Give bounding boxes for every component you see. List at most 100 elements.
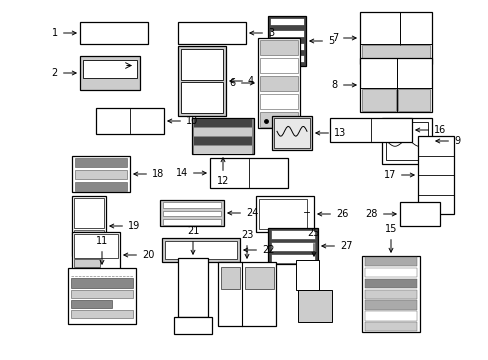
Bar xyxy=(295,260,319,290)
Bar xyxy=(269,55,304,62)
Bar xyxy=(297,290,331,322)
Bar xyxy=(270,254,314,263)
Bar xyxy=(259,199,306,229)
Text: 1: 1 xyxy=(52,28,76,38)
Text: 9: 9 xyxy=(435,136,459,146)
Bar xyxy=(74,198,104,228)
Bar xyxy=(364,268,416,277)
Bar xyxy=(72,196,106,256)
Bar xyxy=(74,230,104,252)
Bar xyxy=(364,257,416,266)
Text: 25: 25 xyxy=(307,228,320,256)
Bar xyxy=(269,18,304,25)
Bar xyxy=(160,200,224,226)
Bar xyxy=(72,156,130,192)
Bar xyxy=(75,158,127,167)
Bar xyxy=(181,49,223,80)
Bar xyxy=(221,267,240,289)
Text: 6: 6 xyxy=(229,78,254,88)
Text: 12: 12 xyxy=(216,158,229,186)
Bar xyxy=(364,311,416,321)
Bar xyxy=(381,118,431,164)
Circle shape xyxy=(298,207,308,217)
Text: 27: 27 xyxy=(321,241,352,251)
Circle shape xyxy=(221,303,230,313)
Bar xyxy=(267,16,305,66)
Text: 15: 15 xyxy=(384,224,396,252)
Bar xyxy=(164,241,237,259)
Text: 22: 22 xyxy=(244,245,274,255)
Bar xyxy=(359,58,431,112)
Bar xyxy=(163,211,221,216)
Bar xyxy=(258,38,299,128)
Text: 10: 10 xyxy=(167,116,198,126)
Bar xyxy=(74,268,93,276)
Bar xyxy=(194,119,251,126)
Bar xyxy=(194,146,251,153)
Text: 28: 28 xyxy=(365,209,395,219)
Bar xyxy=(178,46,225,116)
Bar xyxy=(71,300,112,308)
Text: 13: 13 xyxy=(315,128,346,138)
Bar xyxy=(271,116,311,150)
Bar xyxy=(417,136,453,214)
Bar xyxy=(364,279,416,288)
Text: 23: 23 xyxy=(240,230,253,258)
Bar xyxy=(72,232,120,278)
Bar xyxy=(218,262,275,326)
Bar xyxy=(178,258,207,317)
Bar xyxy=(71,290,133,298)
Bar xyxy=(267,228,317,264)
Bar xyxy=(385,122,427,160)
Text: 4: 4 xyxy=(229,76,254,86)
Bar xyxy=(75,170,127,179)
Text: 19: 19 xyxy=(110,221,140,231)
Text: 8: 8 xyxy=(331,80,355,90)
Bar xyxy=(260,58,297,73)
Text: 7: 7 xyxy=(331,33,355,43)
Bar xyxy=(361,89,396,111)
Bar xyxy=(162,238,240,262)
Bar xyxy=(273,118,309,148)
Text: 11: 11 xyxy=(96,236,108,264)
Bar xyxy=(83,60,137,78)
Text: 14: 14 xyxy=(175,168,206,178)
Bar xyxy=(269,43,304,50)
Bar xyxy=(181,82,223,113)
Bar xyxy=(398,89,429,111)
Bar xyxy=(68,268,136,324)
Bar xyxy=(209,158,287,188)
Bar xyxy=(329,118,411,142)
Bar xyxy=(194,128,251,135)
Text: 5: 5 xyxy=(309,36,334,46)
Bar xyxy=(364,301,416,310)
Text: 24: 24 xyxy=(227,208,258,218)
Bar xyxy=(74,234,118,258)
Bar xyxy=(192,118,253,154)
Text: 16: 16 xyxy=(415,125,446,135)
Bar xyxy=(178,22,245,44)
Text: 20: 20 xyxy=(123,250,154,260)
Text: 17: 17 xyxy=(383,170,413,180)
Bar xyxy=(270,230,314,239)
Bar xyxy=(270,242,314,251)
Text: 21: 21 xyxy=(186,226,199,254)
Bar xyxy=(74,259,100,267)
Bar xyxy=(256,196,313,232)
Bar xyxy=(359,12,431,64)
Bar xyxy=(80,56,140,90)
Bar xyxy=(260,76,297,91)
Bar xyxy=(163,219,221,225)
Bar xyxy=(96,108,163,134)
Text: 2: 2 xyxy=(52,68,76,78)
Bar xyxy=(260,40,297,55)
Bar xyxy=(245,267,273,289)
Bar xyxy=(399,202,439,226)
Bar xyxy=(361,256,419,332)
Bar xyxy=(260,94,297,109)
Text: 26: 26 xyxy=(317,209,347,219)
Bar xyxy=(75,182,127,191)
Bar xyxy=(260,112,297,127)
Bar xyxy=(361,45,429,63)
Bar xyxy=(194,137,251,144)
